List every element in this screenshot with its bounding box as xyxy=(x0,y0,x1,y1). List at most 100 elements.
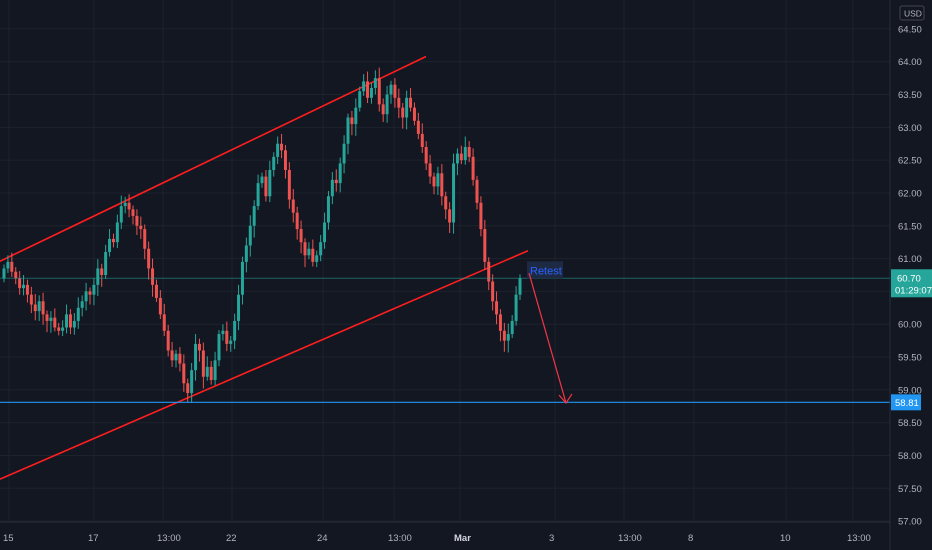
candle xyxy=(377,67,381,112)
channel-lines xyxy=(0,55,529,480)
candle-body xyxy=(248,225,252,246)
candle xyxy=(80,295,84,317)
candle xyxy=(68,309,72,335)
candle xyxy=(197,338,201,362)
candle xyxy=(479,196,483,237)
candle-body xyxy=(283,150,287,170)
candle-body xyxy=(498,314,502,331)
candle-body xyxy=(432,176,436,187)
candle-body xyxy=(463,147,467,161)
candle xyxy=(350,110,354,136)
candle xyxy=(72,313,76,335)
candle xyxy=(455,148,459,176)
candle xyxy=(264,170,268,202)
candle-body xyxy=(186,383,190,394)
candle-body xyxy=(119,206,123,223)
candle-body xyxy=(229,340,233,344)
candle-body xyxy=(29,294,33,305)
candle-body xyxy=(221,330,225,335)
candle-body xyxy=(209,366,213,380)
candle-body xyxy=(225,330,229,344)
candle xyxy=(362,74,366,96)
candle-body xyxy=(409,97,413,108)
candle xyxy=(6,255,10,274)
currency-label[interactable]: USD xyxy=(904,9,922,19)
overlays: Retest xyxy=(0,261,890,404)
candle xyxy=(491,274,495,311)
time-tick-label: 13:00 xyxy=(847,533,871,544)
price-tick-label: 58.00 xyxy=(898,451,922,462)
candle xyxy=(41,292,45,325)
candle xyxy=(49,311,53,333)
candle-body xyxy=(213,360,217,380)
candle xyxy=(151,258,155,297)
candle xyxy=(405,90,409,130)
candle-body xyxy=(111,238,115,243)
candle-body xyxy=(131,209,135,216)
time-tick-label: 3 xyxy=(549,533,554,544)
time-tick-label: 13:00 xyxy=(618,533,642,544)
candle-body xyxy=(244,245,248,262)
candle-body xyxy=(61,327,65,331)
candle-body xyxy=(104,252,108,275)
retest-label: Retest xyxy=(530,265,562,277)
price-tick-label: 63.50 xyxy=(898,90,922,101)
candle xyxy=(319,234,323,262)
candle xyxy=(354,98,358,136)
candle xyxy=(123,196,127,214)
candle-body xyxy=(158,297,162,315)
candle-body xyxy=(334,179,338,184)
time-tick-label: 13:00 xyxy=(157,533,181,544)
target-price-badge[interactable] xyxy=(891,394,921,411)
price-axis[interactable]: 64.50 64.00 63.50 63.00 62.50 62.00 61.50 61.00… xyxy=(889,0,932,550)
candle xyxy=(428,154,432,184)
candle-body xyxy=(315,255,319,262)
candle xyxy=(334,169,338,192)
candle-body xyxy=(217,334,221,361)
retest-label-box[interactable] xyxy=(527,261,563,279)
candle-body xyxy=(123,202,127,207)
candle-body xyxy=(448,209,452,223)
candle xyxy=(268,160,272,203)
current-price-badge[interactable] xyxy=(891,269,932,298)
candle xyxy=(342,135,346,174)
price-tick-label: 61.50 xyxy=(898,221,922,232)
time-axis[interactable]: 15 17 13:00 22 24 13:00 Mar 3 13:00 8 10 13:00 xyxy=(0,521,890,544)
candle-body xyxy=(502,330,506,341)
candle xyxy=(92,278,96,306)
candle-body xyxy=(401,107,405,118)
candle xyxy=(88,287,92,305)
candle-body xyxy=(162,314,166,331)
candle xyxy=(205,356,209,381)
price-tick-label: 57.50 xyxy=(898,484,922,495)
candle-body xyxy=(452,163,456,223)
candle-body xyxy=(53,317,57,328)
candle xyxy=(432,172,436,195)
candle-body xyxy=(412,107,416,121)
candle xyxy=(338,157,342,193)
candle xyxy=(225,321,229,352)
candle-body xyxy=(100,268,104,275)
candle xyxy=(502,322,506,352)
projection-arrow-head xyxy=(558,393,573,404)
candle xyxy=(295,206,299,240)
candle xyxy=(2,264,6,283)
candle xyxy=(119,195,123,230)
candle xyxy=(18,271,22,295)
candle-body xyxy=(319,242,323,256)
candle xyxy=(495,291,499,325)
candle xyxy=(84,282,88,311)
candle xyxy=(131,205,135,225)
candle xyxy=(424,141,428,170)
candle-body xyxy=(33,304,37,312)
candle-body xyxy=(178,353,182,364)
candle-body xyxy=(276,143,280,157)
candle-body xyxy=(362,81,366,92)
candle-body xyxy=(428,163,432,177)
candle xyxy=(346,113,350,155)
candle-body xyxy=(491,281,495,302)
candle-body xyxy=(108,238,112,253)
price-tick-label: 57.00 xyxy=(898,517,922,528)
